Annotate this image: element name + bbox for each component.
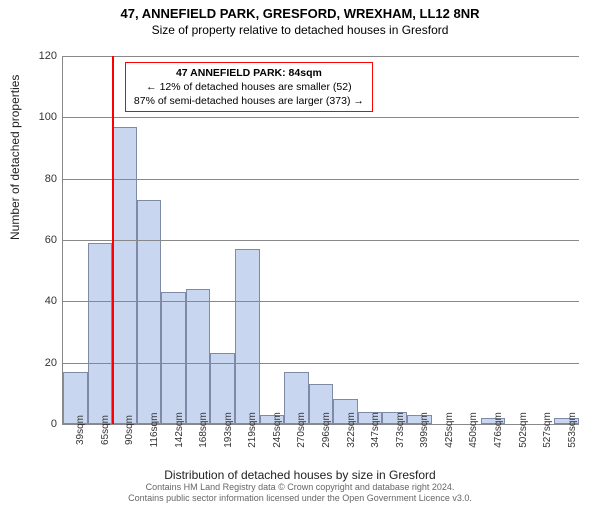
bar [161,292,186,424]
xtick-label: 399sqm [419,412,430,448]
annotation-line1: 47 ANNEFIELD PARK: 84sqm [134,66,364,80]
bar [137,200,162,424]
xtick-label: 296sqm [321,412,332,448]
ytick-label: 120 [39,50,63,62]
xtick-label: 322sqm [346,412,357,448]
gridline [63,301,579,302]
ytick-label: 40 [45,295,63,307]
marker-line [112,56,114,424]
y-axis-label: Number of detached properties [8,75,22,240]
xtick-label: 450sqm [468,412,479,448]
xtick-label: 425sqm [444,412,455,448]
xtick-label: 476sqm [493,412,504,448]
gridline [63,56,579,57]
annotation-box: 47 ANNEFIELD PARK: 84sqm ← 12% of detach… [125,62,373,113]
bar [112,127,137,424]
chart-area: 47 ANNEFIELD PARK: 84sqm ← 12% of detach… [62,56,578,424]
xtick-label: 39sqm [75,415,86,445]
annotation-line2: ← 12% of detached houses are smaller (52… [134,80,364,94]
footer: Contains HM Land Registry data © Crown c… [0,482,600,504]
plot-area: 47 ANNEFIELD PARK: 84sqm ← 12% of detach… [62,56,579,425]
xtick-label: 90sqm [124,415,135,445]
ytick-label: 0 [51,418,63,430]
xtick-label: 502sqm [518,412,529,448]
ytick-label: 100 [39,111,63,123]
chart-title-sub: Size of property relative to detached ho… [0,23,600,37]
gridline [63,240,579,241]
bar [235,249,260,424]
xtick-label: 527sqm [542,412,553,448]
ytick-label: 60 [45,234,63,246]
xtick-label: 219sqm [247,412,258,448]
xtick-label: 65sqm [100,415,111,445]
gridline [63,363,579,364]
chart-title-main: 47, ANNEFIELD PARK, GRESFORD, WREXHAM, L… [0,6,600,21]
bar [88,243,113,424]
annotation-line3: 87% of semi-detached houses are larger (… [134,94,364,108]
xtick-label: 373sqm [395,412,406,448]
xtick-label: 142sqm [174,412,185,448]
xtick-label: 245sqm [272,412,283,448]
ytick-label: 20 [45,357,63,369]
footer-line1: Contains HM Land Registry data © Crown c… [0,482,600,493]
bar [186,289,211,424]
x-axis-label: Distribution of detached houses by size … [0,468,600,482]
xtick-label: 193sqm [223,412,234,448]
footer-line2: Contains public sector information licen… [0,493,600,504]
xtick-label: 270sqm [296,412,307,448]
gridline [63,117,579,118]
xtick-label: 553sqm [567,412,578,448]
xtick-label: 168sqm [198,412,209,448]
ytick-label: 80 [45,173,63,185]
xtick-label: 347sqm [370,412,381,448]
xtick-label: 116sqm [149,413,160,448]
gridline [63,179,579,180]
